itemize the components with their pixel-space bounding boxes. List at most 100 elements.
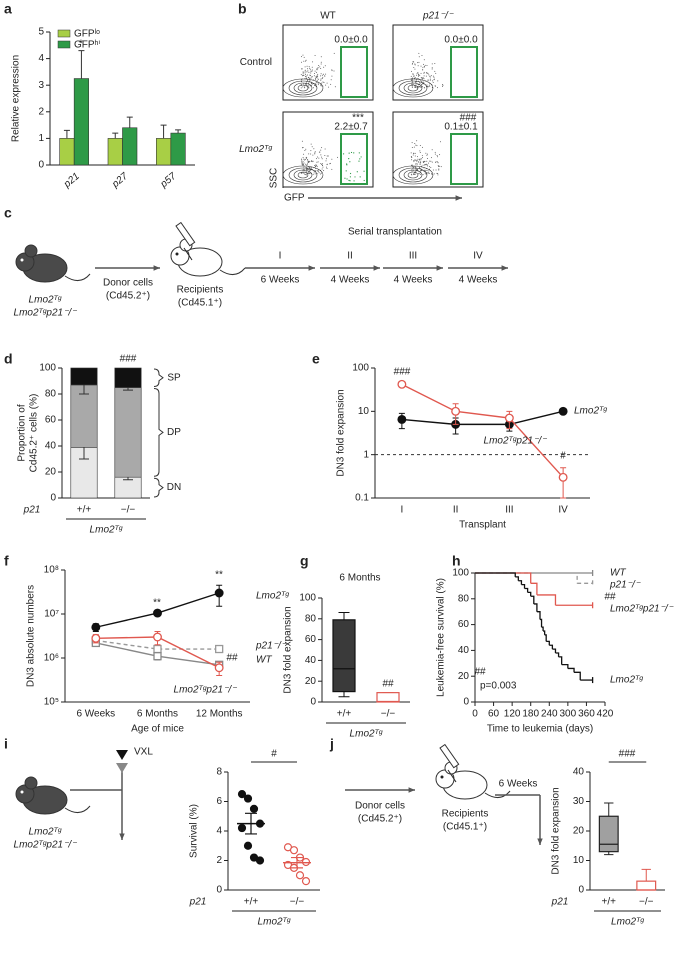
event-dot	[363, 170, 365, 172]
event-dot	[311, 69, 313, 71]
schema-text: Donor cells	[355, 801, 405, 812]
event-dot	[420, 65, 422, 67]
event-dot	[423, 78, 425, 80]
data-point	[301, 877, 311, 886]
event-dot	[437, 161, 439, 163]
event-dot	[411, 86, 413, 88]
y-tick-label: 10⁷	[44, 609, 59, 620]
event-dot	[334, 86, 336, 88]
schema-text: Donor cells	[103, 278, 153, 289]
whisker	[604, 802, 614, 817]
event-dot	[302, 163, 304, 165]
event-dot	[301, 158, 303, 160]
panel-label: h	[452, 553, 461, 569]
event-dot	[307, 159, 309, 161]
event-dot	[411, 164, 413, 166]
event-dot	[309, 79, 311, 81]
event-dot	[304, 74, 306, 76]
box	[636, 880, 657, 891]
x-tick-label: +/+	[77, 505, 92, 516]
event-dot	[320, 61, 322, 63]
event-dot	[418, 61, 420, 63]
event-dot	[320, 63, 322, 65]
event-dot	[420, 80, 422, 82]
event-dot	[309, 67, 311, 69]
event-dot	[322, 81, 324, 83]
row-label: Lmo2ᵀᵍ	[239, 144, 273, 155]
event-dot	[434, 70, 436, 72]
event-dot	[313, 73, 315, 75]
bar	[73, 78, 89, 166]
event-dot	[324, 154, 326, 156]
marker	[91, 622, 101, 632]
y-tick-label: 80	[45, 389, 57, 400]
event-dot	[320, 85, 322, 87]
event-dot	[316, 77, 318, 79]
mouse-ear	[24, 244, 38, 258]
step-duration: 6 Weeks	[261, 275, 300, 286]
contour	[297, 171, 309, 179]
survival-step	[552, 648, 557, 653]
y-tick-label: 10⁶	[44, 653, 59, 664]
x-tick-label: +/+	[337, 709, 352, 720]
needle	[183, 247, 193, 261]
arrow-head	[455, 195, 462, 201]
x-tick-label: 240	[541, 709, 558, 720]
event-dot	[416, 81, 418, 83]
event-dot	[419, 83, 421, 85]
event-dot	[430, 167, 432, 169]
arrow-head	[373, 265, 380, 271]
event-dot	[302, 157, 304, 159]
event-dot	[435, 169, 437, 171]
mouse-eye	[20, 790, 24, 794]
event-dot	[421, 169, 423, 171]
data-point	[249, 804, 259, 813]
y-tick-label: 10	[358, 406, 370, 417]
event-dot	[354, 176, 356, 178]
panel-label: e	[312, 351, 320, 367]
event-dot	[316, 170, 318, 172]
series-label: Lmo2ᵀᵍp21⁻/⁻	[484, 436, 548, 447]
event-dot	[300, 87, 302, 89]
event-dot	[333, 52, 335, 54]
event-dot	[434, 151, 436, 153]
survival-step	[475, 572, 578, 584]
event-dot	[302, 172, 304, 174]
y-axis-label: Relative expression	[11, 55, 22, 142]
survival-step	[536, 594, 557, 606]
event-dot	[428, 162, 430, 164]
data-point	[255, 856, 265, 865]
event-dot	[305, 157, 307, 159]
event-dot	[420, 167, 422, 169]
survival-step	[530, 595, 535, 604]
y-axis-label: DN3 absolute numbers	[26, 585, 37, 687]
event-dot	[342, 153, 345, 155]
step-label: II	[347, 251, 353, 262]
sem-bar	[291, 856, 303, 869]
event-dot	[413, 67, 415, 69]
event-dot	[308, 71, 310, 73]
event-dot	[425, 170, 427, 172]
event-dot	[303, 162, 305, 164]
y-axis-label: Leukemia-free survival (%)	[436, 578, 447, 697]
x-tick-label: −/−	[121, 505, 136, 516]
event-dot	[322, 164, 324, 166]
y-tick-label: 0	[578, 885, 584, 896]
event-dot	[415, 159, 417, 161]
bar-segment	[114, 387, 142, 478]
event-dot	[323, 66, 325, 68]
event-dot	[325, 73, 327, 75]
event-dot	[436, 155, 438, 157]
event-dot	[330, 79, 332, 81]
event-dot	[321, 163, 323, 165]
event-dot	[314, 82, 316, 84]
event-dot	[425, 152, 427, 154]
survival-step	[475, 572, 532, 584]
event-dot	[320, 84, 322, 86]
event-dot	[326, 168, 328, 170]
event-dot	[313, 75, 315, 77]
event-dot	[421, 155, 423, 157]
marker	[91, 633, 101, 643]
event-dot	[318, 64, 320, 66]
event-dot	[439, 141, 441, 143]
